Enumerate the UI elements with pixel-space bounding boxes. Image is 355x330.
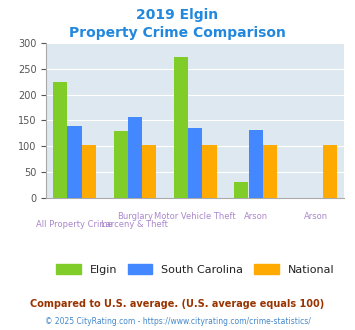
Bar: [263, 145, 277, 198]
Text: Motor Vehicle Theft: Motor Vehicle Theft: [154, 213, 236, 221]
Bar: [142, 145, 156, 198]
Text: Larceny & Theft: Larceny & Theft: [102, 220, 168, 229]
Bar: [82, 145, 96, 198]
Bar: [248, 130, 263, 198]
Bar: [174, 57, 188, 198]
Bar: [114, 131, 128, 198]
Text: Arson: Arson: [304, 213, 328, 221]
Bar: [128, 117, 142, 198]
Bar: [234, 182, 248, 198]
Text: Arson: Arson: [244, 213, 268, 221]
Text: Burglary: Burglary: [117, 213, 153, 221]
Text: All Property Crime: All Property Crime: [36, 220, 113, 229]
Text: 2019 Elgin: 2019 Elgin: [136, 8, 219, 22]
Bar: [188, 128, 202, 198]
Bar: [323, 145, 337, 198]
Bar: [67, 126, 82, 198]
Legend: Elgin, South Carolina, National: Elgin, South Carolina, National: [51, 259, 339, 279]
Bar: [202, 145, 217, 198]
Bar: [53, 82, 67, 198]
Text: Property Crime Comparison: Property Crime Comparison: [69, 26, 286, 40]
Text: © 2025 CityRating.com - https://www.cityrating.com/crime-statistics/: © 2025 CityRating.com - https://www.city…: [45, 317, 310, 326]
Text: Compared to U.S. average. (U.S. average equals 100): Compared to U.S. average. (U.S. average …: [31, 299, 324, 309]
